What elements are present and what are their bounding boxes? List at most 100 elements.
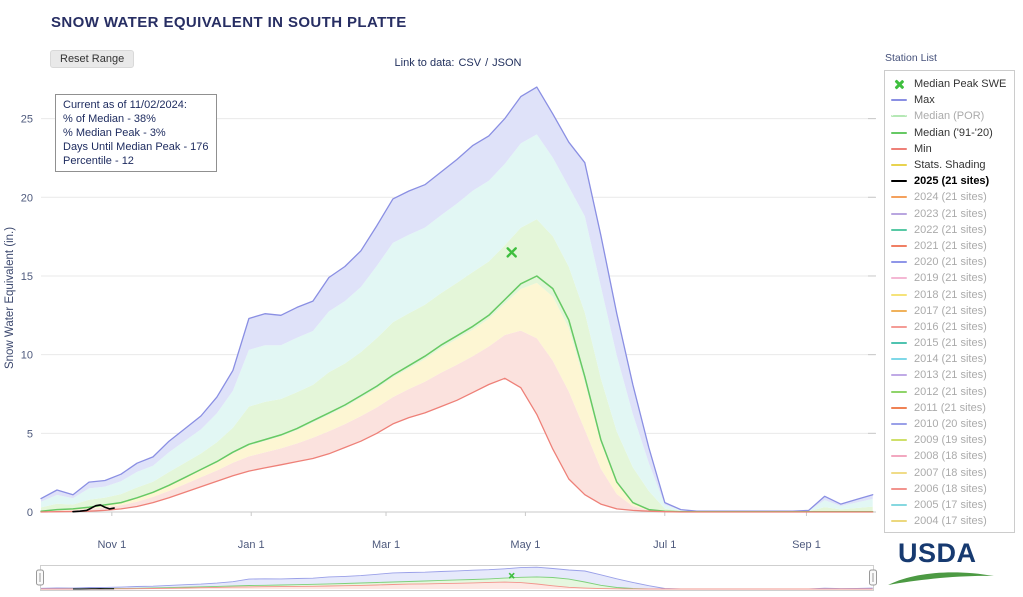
legend-label: 2015 (21 sites) — [914, 337, 987, 350]
stats-shading-band — [41, 330, 873, 512]
x-tick-label: Nov 1 — [97, 539, 126, 551]
legend-item[interactable]: Stats. Shading — [891, 157, 1008, 173]
legend-label: 2013 (21 sites) — [914, 369, 987, 382]
legend-item[interactable]: Median (POR) — [891, 108, 1008, 124]
legend-line-swatch-icon — [891, 342, 907, 345]
legend-item[interactable]: 2009 (19 sites) — [891, 432, 1008, 448]
legend-label: 2007 (18 sites) — [914, 466, 987, 479]
legend-item[interactable]: 2008 (18 sites) — [891, 448, 1008, 464]
page-title: SNOW WATER EQUIVALENT IN SOUTH PLATTE — [51, 14, 407, 31]
median-peak-x-icon — [891, 80, 907, 89]
legend-label: Median Peak SWE — [914, 78, 1007, 91]
csv-link[interactable]: CSV — [458, 57, 482, 69]
legend-line-swatch-icon — [891, 423, 907, 426]
legend-item[interactable]: 2013 (21 sites) — [891, 367, 1008, 383]
legend-item[interactable]: 2006 (18 sites) — [891, 481, 1008, 497]
legend-line-swatch-icon — [891, 309, 907, 312]
navigator-max-area — [41, 567, 873, 589]
legend-label: 2005 (17 sites) — [914, 498, 987, 511]
y-tick-label: 0 — [27, 507, 33, 519]
legend-line-swatch-icon — [891, 358, 907, 361]
data-links: Link to data: CSV / JSON — [0, 57, 916, 69]
legend-line-swatch-icon — [891, 406, 907, 409]
legend-label: Min — [914, 142, 932, 155]
usda-logo-text: USDA — [898, 538, 977, 568]
legend-item[interactable]: 2016 (21 sites) — [891, 319, 1008, 335]
tooltip-line-date: Current as of 11/02/2024: — [63, 99, 187, 111]
legend-label: 2009 (19 sites) — [914, 434, 987, 447]
median-peak-swe-marker — [506, 247, 517, 258]
legend-item[interactable]: 2021 (21 sites) — [891, 238, 1008, 254]
legend-label: 2019 (21 sites) — [914, 272, 987, 285]
legend-item[interactable]: 2011 (21 sites) — [891, 400, 1008, 416]
legend-item[interactable]: 2004 (17 sites) — [891, 513, 1008, 529]
legend-label: 2016 (21 sites) — [914, 320, 987, 333]
legend-item[interactable]: 2019 (21 sites) — [891, 270, 1008, 286]
legend-item[interactable]: 2020 (21 sites) — [891, 254, 1008, 270]
legend-line-swatch-icon — [891, 212, 907, 215]
legend-line-swatch-icon — [891, 261, 907, 264]
legend-line-swatch-icon — [891, 439, 907, 442]
legend-label: 2022 (21 sites) — [914, 223, 987, 236]
legend-item[interactable]: 2014 (21 sites) — [891, 351, 1008, 367]
legend-item[interactable]: 2018 (21 sites) — [891, 286, 1008, 302]
tooltip-line-percentile: Percentile - 12 — [63, 155, 134, 167]
legend-line-swatch-icon — [891, 131, 907, 134]
legend-label: 2011 (21 sites) — [914, 401, 986, 414]
legend-line-swatch-icon — [891, 99, 907, 102]
legend-item[interactable]: 2010 (20 sites) — [891, 416, 1008, 432]
station-list-label: Station List — [885, 52, 937, 64]
x-tick-label: Jan 1 — [238, 539, 265, 551]
y-tick-label: 20 — [21, 192, 33, 204]
legend-item[interactable]: 2012 (21 sites) — [891, 384, 1008, 400]
legend-item[interactable]: 2022 (21 sites) — [891, 222, 1008, 238]
legend-label: Median ('91-'20) — [914, 126, 993, 139]
stats-shading-band — [41, 282, 873, 512]
legend-line-swatch-icon — [891, 228, 907, 231]
legend-line-swatch-icon — [891, 244, 907, 247]
min-line — [40, 377, 874, 513]
legend-label: Median (POR) — [914, 110, 985, 123]
navigator-min-line — [41, 581, 873, 590]
legend-item[interactable]: Max — [891, 92, 1008, 108]
legend-item[interactable]: 2015 (21 sites) — [891, 335, 1008, 351]
json-link[interactable]: JSON — [492, 57, 522, 69]
stats-shading-band — [41, 87, 873, 512]
stats-shading-band — [41, 134, 873, 512]
x-tick-label: Jul 1 — [653, 539, 676, 551]
legend-label: 2018 (21 sites) — [914, 288, 987, 301]
legend-item[interactable]: Median ('91-'20) — [891, 125, 1008, 141]
legend-item[interactable]: 2023 (21 sites) — [891, 206, 1008, 222]
legend-item[interactable]: 2025 (21 sites) — [891, 173, 1008, 189]
legend-item[interactable]: 2005 (17 sites) — [891, 497, 1008, 513]
legend-item[interactable]: Median Peak SWE — [891, 76, 1008, 92]
legend-line-swatch-icon — [891, 520, 907, 523]
legend-box: Median Peak SWE Max Median (POR) Median ('9… — [884, 70, 1015, 533]
y-tick-label: 10 — [21, 350, 33, 362]
legend-line-swatch-icon — [891, 503, 907, 506]
legend-item[interactable]: 2007 (18 sites) — [891, 465, 1008, 481]
legend-line-swatch-icon — [891, 374, 907, 377]
tooltip-line-pct-median-peak: % Median Peak - 3% — [63, 127, 166, 139]
current-year-line — [72, 504, 115, 513]
legend-line-swatch-icon — [891, 390, 907, 393]
legend-item[interactable]: 2024 (21 sites) — [891, 189, 1008, 205]
x-tick-label: Mar 1 — [372, 539, 400, 551]
y-tick-label: 15 — [21, 271, 33, 283]
y-tick-label: 25 — [21, 114, 33, 126]
legend-label: 2008 (18 sites) — [914, 450, 987, 463]
legend-line-swatch-icon — [891, 147, 907, 150]
legend-label: 2010 (20 sites) — [914, 418, 987, 431]
legend-line-swatch-icon — [891, 455, 907, 458]
x-tick-label: May 1 — [510, 539, 540, 551]
legend-line-swatch-icon — [891, 180, 907, 183]
legend-item[interactable]: Min — [891, 141, 1008, 157]
tooltip-line-pct-median: % of Median - 38% — [63, 113, 156, 125]
legend-item[interactable]: 2017 (21 sites) — [891, 303, 1008, 319]
reset-range-button[interactable]: Reset Range — [50, 50, 135, 68]
navigator-peak-marker — [508, 572, 515, 579]
legend-line-swatch-icon — [891, 293, 907, 296]
legend-label: 2012 (21 sites) — [914, 385, 987, 398]
legend-line-swatch-icon — [891, 196, 907, 199]
